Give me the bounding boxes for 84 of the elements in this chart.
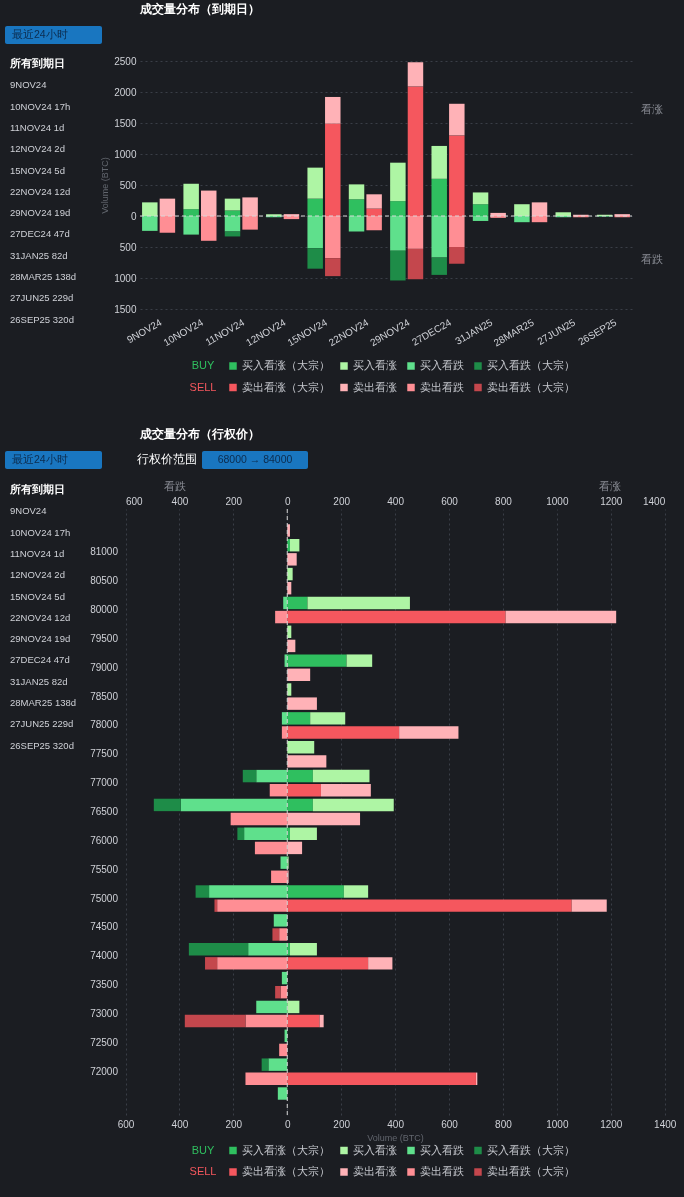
y-tick-label: 79500: [90, 632, 119, 644]
x2-tick-label: 200: [333, 495, 351, 507]
text: 看涨: [641, 103, 663, 115]
x2-tick-label: 400: [387, 495, 405, 507]
legend-label: 买入看涨（大宗）: [242, 1143, 330, 1156]
y-tick-label: 75000: [90, 892, 119, 904]
legend-label: 卖出看涨: [353, 1165, 397, 1177]
x2-tick-label: 1400: [642, 495, 666, 507]
y-tick-label: 80000: [90, 604, 119, 615]
y-tick-label: 75500: [90, 863, 119, 875]
y-tick-label: 2000: [114, 86, 137, 98]
legend-label: 买入看跌: [420, 1143, 464, 1156]
y-tick-label: 73000: [90, 1008, 119, 1019]
x2-tick-label: 0: [284, 495, 291, 507]
x2-tick-label: 600: [441, 495, 459, 507]
y-tick-label: 1500: [114, 117, 137, 129]
x-tick-label: 800: [495, 1118, 513, 1130]
y-tick-label: 2500: [114, 55, 137, 67]
y-tick-label: 500: [119, 179, 137, 191]
text: SELL: [189, 380, 217, 393]
x-tick-label: 1200: [600, 1118, 623, 1130]
text: BUY: [191, 1143, 215, 1156]
legend-label: 卖出看跌（大宗）: [487, 380, 575, 393]
text: 看涨: [599, 480, 621, 492]
legend-label: 卖出看跌: [420, 380, 464, 393]
text: 行权价范围: [137, 453, 197, 465]
legend-label: 买入看跌（大宗）: [487, 359, 575, 371]
legend-label: 买入看跌（大宗）: [487, 1143, 575, 1156]
x-tick-label: 0: [284, 1118, 291, 1130]
legend-label: 买入看跌: [420, 359, 464, 371]
x-tick-label: 200: [333, 1118, 351, 1130]
legend-label: 买入看涨（大宗）: [242, 359, 330, 371]
x-tick-label: 1400: [654, 1118, 677, 1130]
y-tick-label: 81000: [90, 546, 119, 558]
text: 68000 → 84000: [217, 453, 293, 465]
y-tick-label: 1000: [114, 272, 137, 284]
legend-label: 买入看涨: [353, 1143, 397, 1156]
x-tick-label: 1000: [546, 1118, 569, 1130]
y-tick-label: 1500: [114, 303, 137, 315]
y-tick-label: 77500: [90, 748, 119, 760]
x2-tick-label: 400: [171, 495, 189, 507]
text: 看跌: [164, 480, 186, 492]
legend-label: 卖出看跌: [420, 1165, 464, 1177]
text: 所有到期日 9NOV24 10NOV24 17h 11NOV24 1d 12NOV24 2d 15NOV24 5d 22NOV24 12d 29NOV24 19d 27DEC24 47d 31JAN25 82d 28MAR25 138d 27JUN25 229d 26SEP25 320d: [10, 57, 77, 325]
x-tick-label: 600: [441, 1118, 459, 1130]
x-tick-label: 200: [225, 1118, 243, 1130]
chart-title: 成交量分布（到期日）: [139, 2, 260, 16]
y-tick-label: 500: [119, 241, 137, 253]
y-tick-label: 77000: [90, 777, 119, 789]
chart-title: 成交量分布（行权价）: [139, 427, 260, 441]
x-tick-label: 600: [117, 1118, 135, 1130]
y-tick-label: 76000: [90, 834, 119, 846]
y-tick-label: 72500: [90, 1036, 119, 1048]
y-tick-label: 76500: [90, 806, 119, 817]
x-axis-title: Volume (BTC): [367, 1132, 424, 1143]
y-tick-label: 78000: [90, 719, 119, 731]
y-tick-label: 80500: [90, 575, 119, 587]
legend-label: 卖出看跌（大宗）: [487, 1165, 575, 1177]
text: 最近24小时: [12, 453, 68, 465]
x2-tick-label: 1000: [546, 495, 569, 507]
x2-tick-label: 200: [225, 495, 243, 507]
legend-label: 买入看涨: [353, 359, 397, 371]
text: BUY: [191, 359, 215, 371]
y-tick-label: 72000: [90, 1065, 119, 1077]
y-tick-label: 73500: [90, 979, 119, 991]
y-axis-title: Volume (BTC): [100, 157, 111, 214]
legend-label: 卖出看涨（大宗）: [242, 380, 330, 393]
y-tick-label: 0: [130, 210, 137, 222]
x-tick-label: 400: [387, 1118, 405, 1130]
legend-label: 卖出看涨（大宗）: [242, 1165, 330, 1177]
text: 所有到期日 9NOV24 10NOV24 17h 11NOV24 1d 12NOV24 2d 15NOV24 5d 22NOV24 12d 29NOV24 19d 27DEC24 47d 31JAN25 82d 28MAR25 138d 27JUN25 229d 26SEP25 320d: [10, 483, 77, 751]
legend-label: 卖出看涨: [353, 380, 397, 393]
y-tick-label: 78500: [90, 690, 119, 702]
x2-tick-label: 1200: [600, 495, 623, 507]
x2-tick-label: 800: [495, 495, 513, 507]
text: SELL: [189, 1165, 217, 1177]
y-tick-label: 79000: [90, 661, 119, 673]
x-tick-label: 400: [171, 1118, 189, 1130]
y-tick-label: 74000: [90, 950, 119, 962]
x2-tick-label: 600: [126, 495, 144, 507]
y-tick-label: 74500: [90, 921, 119, 933]
y-tick-label: 1000: [114, 148, 137, 160]
text: 看跌: [641, 253, 663, 265]
text: 最近24小时: [12, 28, 68, 40]
